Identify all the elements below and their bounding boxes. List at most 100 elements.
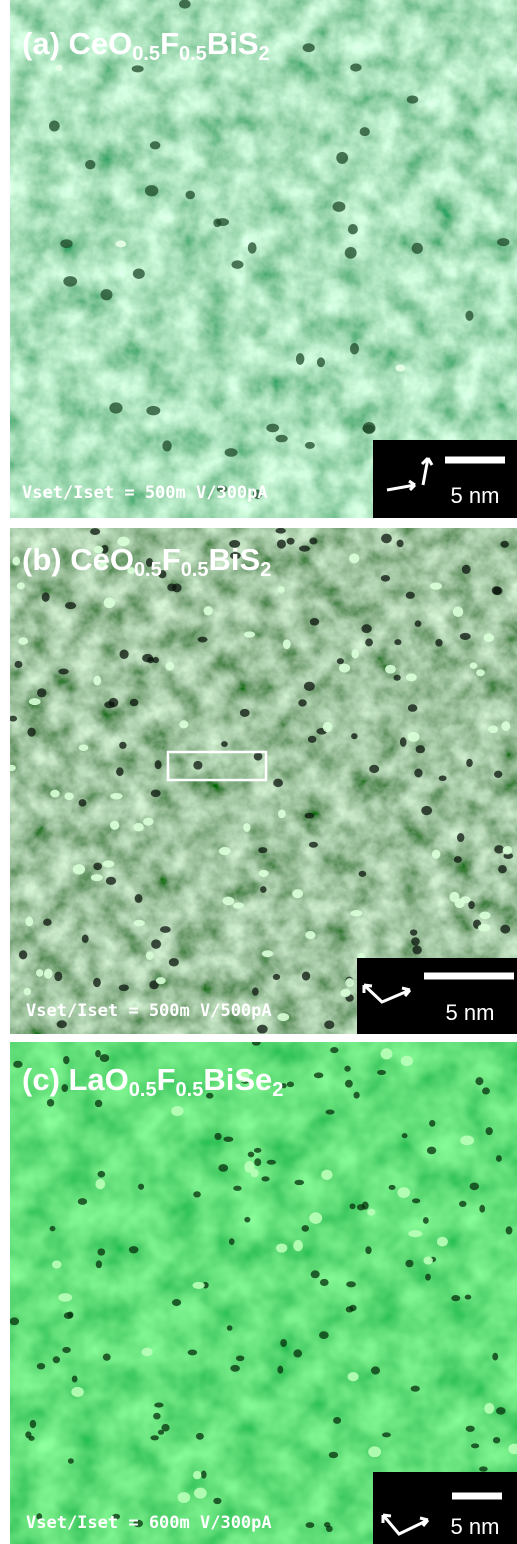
surface-feature bbox=[93, 676, 101, 686]
surface-feature bbox=[151, 939, 161, 948]
surface-feature bbox=[479, 912, 490, 920]
surface-feature bbox=[454, 856, 462, 863]
surface-feature bbox=[9, 716, 17, 722]
title-text: BiS bbox=[209, 542, 261, 577]
surface-feature bbox=[410, 929, 418, 935]
surface-feature bbox=[79, 744, 89, 751]
surface-feature bbox=[193, 1471, 201, 1479]
setpoint: Vset/Iset = 600m V/300pA bbox=[26, 1513, 272, 1533]
surface-feature bbox=[365, 1246, 371, 1254]
surface-feature bbox=[156, 977, 166, 984]
surface-feature bbox=[283, 639, 291, 649]
surface-feature bbox=[462, 565, 471, 574]
surface-feature bbox=[260, 886, 266, 893]
surface-feature bbox=[68, 1458, 74, 1464]
surface-feature bbox=[348, 1372, 359, 1381]
surface-feature bbox=[19, 950, 27, 959]
surface-feature bbox=[120, 650, 129, 659]
surface-feature bbox=[361, 624, 371, 633]
surface-feature bbox=[95, 1050, 101, 1057]
surface-feature bbox=[37, 688, 46, 697]
surface-feature bbox=[494, 771, 502, 778]
surface-feature bbox=[381, 575, 390, 582]
surface-feature bbox=[60, 239, 72, 248]
surface-feature bbox=[493, 1437, 500, 1443]
surface-feature bbox=[165, 662, 174, 671]
surface-feature bbox=[266, 424, 279, 433]
surface-feature bbox=[459, 1201, 467, 1207]
surface-feature bbox=[497, 238, 510, 246]
surface-feature bbox=[169, 958, 179, 966]
surface-feature bbox=[309, 842, 318, 848]
surface-feature bbox=[50, 1226, 56, 1231]
surface-feature bbox=[304, 682, 315, 691]
surface-feature bbox=[414, 769, 422, 778]
surface-feature bbox=[96, 1260, 102, 1268]
surface-feature bbox=[160, 926, 171, 933]
surface-feature bbox=[397, 540, 404, 548]
surface-feature bbox=[349, 1305, 356, 1311]
surface-feature bbox=[150, 1435, 158, 1440]
surface-feature bbox=[243, 823, 250, 832]
surface-feature bbox=[406, 592, 415, 599]
surface-feature bbox=[483, 634, 494, 642]
surface-feature bbox=[64, 792, 73, 800]
surface-feature bbox=[339, 664, 350, 673]
surface-feature bbox=[350, 343, 359, 354]
surface-feature bbox=[213, 219, 221, 228]
surface-feature bbox=[496, 1407, 506, 1415]
surface-feature bbox=[407, 732, 419, 742]
surface-feature bbox=[230, 1365, 240, 1372]
surface-feature bbox=[408, 704, 418, 712]
surface-feature bbox=[345, 1080, 353, 1088]
figure: (a) CeO0.5F0.5BiS2 Vset/Iset = 500m V/30… bbox=[0, 0, 517, 1544]
surface-feature bbox=[397, 1187, 410, 1198]
surface-feature bbox=[302, 971, 310, 980]
surface-feature bbox=[479, 1205, 485, 1213]
surface-feature bbox=[58, 668, 68, 674]
surface-feature bbox=[133, 823, 143, 831]
surface-feature bbox=[423, 1256, 432, 1264]
surface-feature bbox=[153, 1413, 160, 1420]
surface-feature bbox=[229, 1238, 235, 1245]
surface-feature bbox=[233, 1186, 241, 1191]
surface-feature bbox=[201, 1471, 207, 1479]
surface-feature bbox=[109, 402, 122, 413]
surface-feature bbox=[449, 892, 459, 902]
surface-feature bbox=[363, 422, 376, 434]
surface-feature bbox=[324, 1020, 334, 1029]
surface-feature bbox=[179, 720, 188, 728]
surface-feature bbox=[154, 1403, 163, 1408]
surface-feature bbox=[193, 1191, 201, 1197]
title-text: BiSe bbox=[203, 1062, 272, 1097]
surface-feature bbox=[227, 1325, 233, 1331]
surface-feature bbox=[231, 260, 243, 268]
surface-feature bbox=[320, 1279, 329, 1286]
surface-feature bbox=[346, 1281, 356, 1287]
surface-feature bbox=[333, 201, 346, 211]
surface-feature bbox=[330, 1047, 338, 1053]
surface-feature bbox=[381, 534, 392, 544]
surface-feature bbox=[95, 1179, 105, 1189]
surface-feature bbox=[221, 741, 228, 747]
surface-feature bbox=[172, 1299, 181, 1306]
surface-feature bbox=[95, 1100, 102, 1107]
surface-feature bbox=[337, 658, 344, 664]
surface-feature bbox=[254, 1158, 261, 1166]
surface-feature bbox=[406, 673, 417, 681]
surface-feature bbox=[411, 937, 420, 946]
surface-feature bbox=[278, 810, 286, 819]
surface-feature bbox=[437, 1237, 448, 1247]
surface-feature bbox=[371, 1366, 380, 1374]
surface-feature bbox=[321, 1170, 332, 1180]
surface-feature bbox=[65, 602, 76, 609]
surface-feature bbox=[115, 241, 126, 248]
surface-feature bbox=[453, 607, 463, 618]
surface-feature bbox=[400, 737, 407, 747]
subscript: 2 bbox=[259, 43, 270, 65]
scale-label: 5 nm bbox=[446, 1000, 495, 1025]
surface-feature bbox=[351, 733, 357, 739]
surface-feature bbox=[407, 95, 418, 103]
surface-feature bbox=[106, 877, 116, 885]
surface-feature bbox=[411, 1386, 420, 1392]
